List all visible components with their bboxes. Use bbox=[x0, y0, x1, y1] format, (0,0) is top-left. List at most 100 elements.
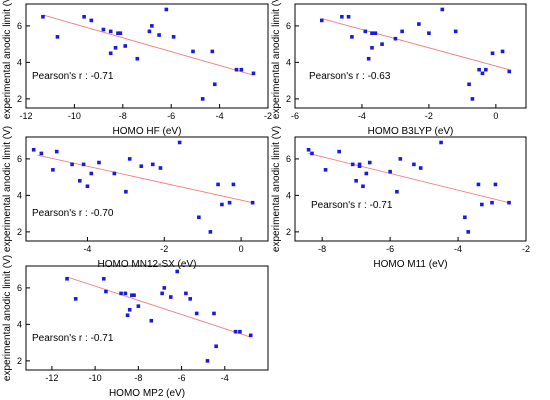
pearson-annotation: Pearson's r : -0.71 bbox=[32, 71, 114, 82]
data-point bbox=[490, 51, 495, 56]
data-point bbox=[346, 14, 351, 19]
data-point bbox=[310, 151, 314, 156]
fit-line bbox=[66, 276, 251, 338]
chart-panel-3: -4 -2 0 2 4 6 Pearson's r : -0.70 HOMO MN12-SX … bbox=[2, 126, 269, 270]
data-point bbox=[77, 178, 82, 183]
x-tick-label: -2 bbox=[160, 244, 168, 254]
data-point bbox=[188, 297, 193, 301]
data-point bbox=[194, 311, 199, 316]
plot-frame bbox=[25, 265, 269, 371]
data-point bbox=[231, 182, 236, 187]
fit-line bbox=[321, 18, 510, 71]
y-tick-label: 6 bbox=[17, 21, 22, 31]
data-point bbox=[127, 307, 132, 312]
x-tick-label: 0 bbox=[493, 111, 498, 121]
data-point bbox=[507, 69, 512, 74]
data-point bbox=[65, 276, 69, 281]
data-point bbox=[212, 311, 216, 316]
data-point bbox=[366, 56, 371, 61]
data-point bbox=[108, 51, 113, 56]
data-point bbox=[439, 140, 443, 145]
data-point bbox=[500, 49, 505, 54]
data-point bbox=[55, 35, 60, 39]
x-tick-label: -4 bbox=[221, 373, 229, 383]
data-point bbox=[466, 230, 471, 234]
data-point bbox=[147, 29, 152, 34]
y-axis-label: experimental anodic limit (V) bbox=[2, 255, 13, 381]
chart-panel-1: -12 -10 -8 -6 -4 -2 2 4 6 Pearson's r : -0.71 HOMO… bbox=[2, 0, 272, 137]
data-point bbox=[480, 71, 485, 76]
y-tick-label: 6 bbox=[286, 21, 291, 31]
data-point bbox=[477, 67, 481, 72]
data-point bbox=[427, 31, 431, 35]
data-point bbox=[205, 359, 210, 363]
data-point bbox=[361, 184, 365, 189]
data-point bbox=[200, 97, 205, 101]
data-point bbox=[116, 31, 120, 35]
y-tick-label: 4 bbox=[17, 57, 22, 67]
data-point bbox=[162, 286, 167, 290]
data-point bbox=[51, 168, 55, 172]
data-point bbox=[250, 200, 255, 205]
data-point bbox=[81, 162, 86, 167]
x-tick-label: -2 bbox=[522, 244, 530, 254]
y-tick-label: 4 bbox=[286, 57, 291, 67]
data-point bbox=[127, 157, 132, 161]
data-point bbox=[507, 200, 511, 205]
data-point bbox=[350, 35, 354, 39]
data-point bbox=[370, 45, 374, 50]
data-point bbox=[125, 313, 130, 318]
x-tick-label: -6 bbox=[178, 373, 186, 383]
plot-frame bbox=[294, 3, 527, 109]
data-point bbox=[136, 304, 141, 308]
x-axis-label: HOMO HF (eV) bbox=[113, 126, 182, 137]
x-tick-label: -4 bbox=[358, 111, 366, 121]
x-tick-label: 0 bbox=[239, 244, 244, 254]
x-axis-label: HOMO MN12-SX (eV) bbox=[98, 259, 197, 270]
data-point bbox=[367, 160, 372, 165]
data-point bbox=[216, 182, 220, 187]
y-axis-label: experimental anodic limit (V) bbox=[2, 126, 13, 252]
data-point bbox=[234, 67, 239, 72]
data-point bbox=[340, 14, 344, 19]
plot-frame bbox=[294, 136, 527, 242]
data-point bbox=[171, 35, 176, 39]
data-point bbox=[149, 318, 154, 323]
y-tick-label: 2 bbox=[17, 356, 22, 366]
y-tick-label: 4 bbox=[17, 319, 22, 329]
data-point bbox=[139, 164, 144, 168]
x-tick-label: -10 bbox=[89, 373, 102, 383]
data-point bbox=[412, 162, 416, 167]
data-point bbox=[150, 24, 154, 28]
data-point bbox=[101, 276, 106, 281]
y-tick-label: 6 bbox=[17, 283, 22, 293]
data-point bbox=[476, 182, 481, 187]
data-point bbox=[354, 178, 358, 183]
y-tick-label: 6 bbox=[286, 154, 291, 164]
x-tick-label: -8 bbox=[318, 244, 326, 254]
data-point bbox=[484, 67, 488, 72]
y-axis-label: experimental anodic limit (V) bbox=[271, 126, 282, 252]
x-tick-label: -12 bbox=[45, 373, 58, 383]
x-tick-label: -4 bbox=[83, 244, 91, 254]
data-point bbox=[97, 160, 101, 165]
data-point bbox=[463, 215, 467, 220]
data-point bbox=[164, 7, 169, 12]
fit-line bbox=[308, 152, 510, 204]
data-point bbox=[248, 333, 253, 338]
data-point bbox=[393, 36, 398, 41]
data-point bbox=[118, 31, 123, 35]
x-tick-label: -10 bbox=[68, 111, 81, 121]
y-tick-label: 2 bbox=[17, 227, 22, 237]
data-point bbox=[157, 33, 161, 37]
chart-panel-2: -6 -4 -2 0 2 4 6 Pearson's r : -0.63 HOMO B3LYP … bbox=[271, 0, 527, 137]
data-point bbox=[357, 164, 362, 168]
data-point bbox=[388, 169, 392, 174]
pearson-annotation: Pearson's r : -0.71 bbox=[32, 333, 114, 344]
data-point bbox=[227, 200, 232, 205]
y-tick-label: 2 bbox=[286, 94, 291, 104]
data-point bbox=[175, 269, 180, 274]
data-point bbox=[370, 31, 374, 35]
data-point bbox=[364, 171, 369, 176]
